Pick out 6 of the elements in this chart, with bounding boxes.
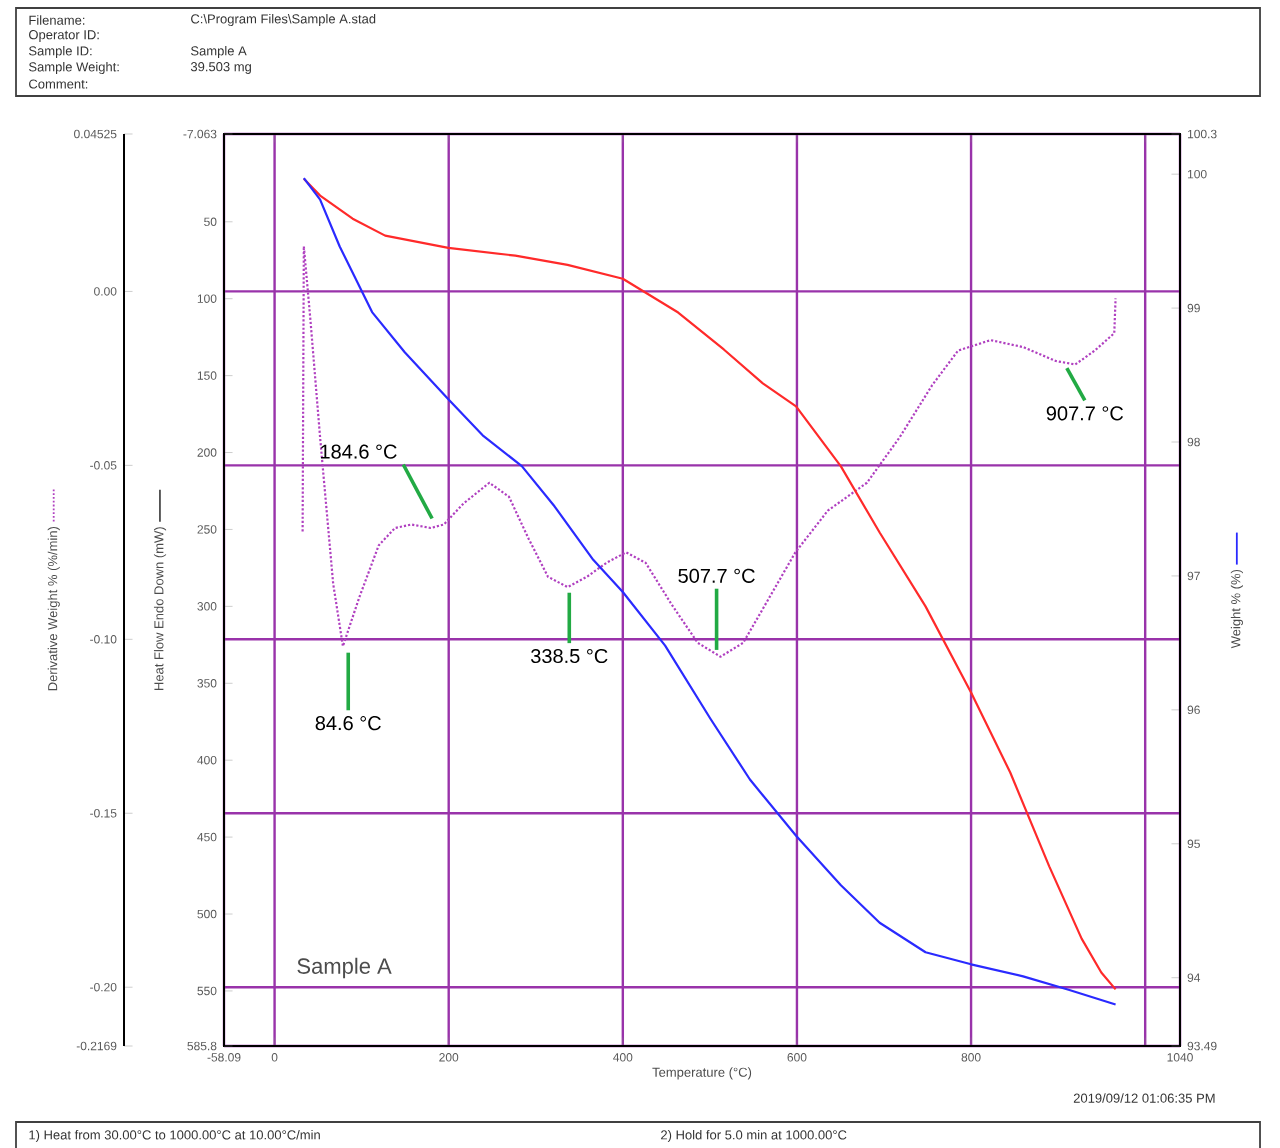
- annotation: 84.6 °C: [315, 716, 381, 731]
- annotation: 507.7 °C: [678, 568, 755, 583]
- annotation: 184.6 °C: [320, 444, 397, 459]
- annotation: 907.7 °C: [1046, 406, 1124, 421]
- annotation: 338.5 °C: [531, 648, 608, 664]
- annotation: Sample A: [297, 957, 392, 979]
